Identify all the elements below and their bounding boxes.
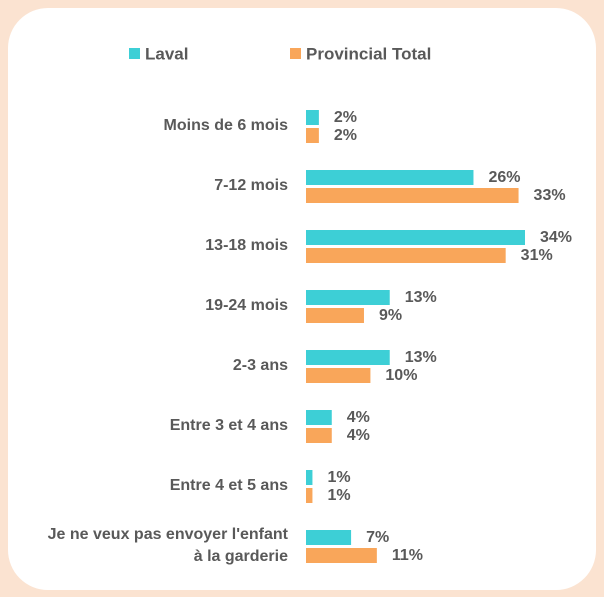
bar xyxy=(306,188,519,203)
legend-label: Laval xyxy=(145,44,188,63)
legend-swatch xyxy=(290,48,301,59)
category-label: 2-3 ans xyxy=(232,357,288,374)
data-label: 26% xyxy=(488,169,520,186)
data-label: 2% xyxy=(334,127,357,144)
bar xyxy=(306,110,319,125)
bar xyxy=(306,470,313,485)
bar xyxy=(306,428,332,443)
data-label: 1% xyxy=(327,487,350,504)
bar xyxy=(306,548,377,563)
card xyxy=(8,8,596,590)
data-label: 34% xyxy=(540,229,572,246)
category-label: 7-12 mois xyxy=(214,177,288,194)
data-label: 13% xyxy=(405,289,437,306)
data-label: 13% xyxy=(405,349,437,366)
category-label: 13-18 mois xyxy=(205,237,288,254)
bar xyxy=(306,230,525,245)
bar xyxy=(306,308,364,323)
bar xyxy=(306,530,352,545)
data-label: 9% xyxy=(379,307,402,324)
bar xyxy=(306,368,371,383)
bar xyxy=(306,248,506,263)
category-label: 19-24 mois xyxy=(205,297,288,314)
category-label: Moins de 6 mois xyxy=(163,117,288,134)
bar xyxy=(306,410,332,425)
data-label: 2% xyxy=(334,109,357,126)
legend-label: Provincial Total xyxy=(306,44,431,63)
bar xyxy=(306,128,319,143)
data-label: 7% xyxy=(366,529,389,546)
data-label: 11% xyxy=(392,547,423,564)
category-label: Entre 4 et 5 ans xyxy=(169,477,288,494)
data-label: 33% xyxy=(534,187,566,204)
bar xyxy=(306,290,390,305)
data-label: 4% xyxy=(347,427,370,444)
bar xyxy=(306,488,313,503)
category-label: Je ne veux pas envoyer l'enfant à la gar… xyxy=(47,526,288,565)
legend-swatch xyxy=(129,48,140,59)
bar xyxy=(306,350,390,365)
data-label: 31% xyxy=(521,247,553,264)
data-label: 4% xyxy=(347,409,370,426)
data-label: 1% xyxy=(327,469,350,486)
data-label: 10% xyxy=(385,367,417,384)
bar xyxy=(306,170,474,185)
category-label: Entre 3 et 4 ans xyxy=(169,417,288,434)
